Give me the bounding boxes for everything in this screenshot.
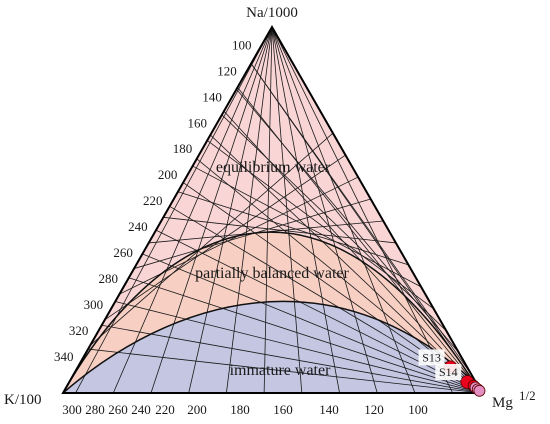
left-tick-label: 140 bbox=[202, 89, 222, 104]
left-tick-label: 120 bbox=[217, 63, 237, 78]
bottom-tick-label: 300 bbox=[62, 402, 82, 417]
k-mg-ratio-line bbox=[75, 27, 273, 393]
vertex-label-mg: Mg bbox=[492, 395, 513, 411]
isotherm-line bbox=[104, 154, 346, 321]
bottom-tick-label: 220 bbox=[155, 402, 175, 417]
left-edge-ticks: 100 120 140 160 180 200 220 240 260 280 300 320 340 bbox=[54, 37, 252, 364]
k-mg-ratio-line bbox=[263, 27, 273, 393]
isotherm-line bbox=[89, 132, 334, 346]
left-tick-label: 240 bbox=[128, 219, 148, 234]
bottom-tick-label: 140 bbox=[319, 402, 339, 417]
isotherm-line bbox=[163, 216, 396, 244]
left-tick-label: 340 bbox=[54, 349, 74, 364]
k-mg-ratio-line bbox=[112, 27, 273, 393]
isotherm-line bbox=[177, 191, 409, 266]
bottom-tick-label: 240 bbox=[131, 402, 151, 417]
bottom-tick-label: 100 bbox=[408, 402, 428, 417]
full-equilibrium-curve bbox=[62, 231, 474, 394]
sample-label-bg bbox=[418, 349, 445, 366]
left-tick-label: 320 bbox=[69, 323, 89, 338]
isotherm-line bbox=[192, 165, 422, 288]
na-k-ratio-line bbox=[128, 277, 482, 393]
vertex-label-na: Na/1000 bbox=[246, 5, 298, 21]
na-k-ratio-line bbox=[88, 348, 482, 393]
vertex-label-k: K/100 bbox=[4, 392, 42, 408]
triangle-outline bbox=[61, 24, 484, 394]
k-mg-ratio-line bbox=[271, 27, 340, 393]
left-tick-label: 280 bbox=[98, 271, 118, 286]
k-mg-ratio-line bbox=[226, 27, 273, 393]
ratio-grid bbox=[75, 27, 482, 393]
partial-equilibrium-curve bbox=[62, 300, 474, 394]
k-mg-ratio-line bbox=[150, 27, 273, 393]
sample-label-bg bbox=[435, 364, 462, 381]
na-k-ratio-line bbox=[142, 253, 482, 393]
zone-label-equilibrium: equilibrium water bbox=[216, 159, 331, 176]
zone-label-immature: immature water bbox=[230, 362, 332, 379]
k-mg-ratio-line bbox=[271, 27, 416, 393]
left-tick-label: 260 bbox=[113, 245, 133, 260]
sample-label-s13: S13 bbox=[422, 350, 441, 364]
sample-point-s18 bbox=[473, 384, 486, 397]
immature-zone-fill bbox=[63, 301, 482, 393]
bottom-tick-label: 200 bbox=[187, 402, 207, 417]
left-tick-label: 180 bbox=[173, 141, 193, 156]
k-mg-ratio-line bbox=[271, 27, 303, 393]
bottom-tick-label: 160 bbox=[273, 402, 293, 417]
na-k-ratio-line bbox=[155, 229, 482, 393]
isotherm-line bbox=[221, 114, 447, 332]
sample-label-s14: S14 bbox=[439, 365, 458, 379]
left-tick-label: 100 bbox=[232, 37, 252, 52]
k-mg-ratio-line bbox=[271, 27, 378, 393]
k-mg-ratio-line bbox=[271, 27, 454, 393]
left-tick-label: 220 bbox=[143, 193, 163, 208]
left-tick-label: 300 bbox=[84, 297, 104, 312]
isotherm-line bbox=[236, 88, 460, 353]
left-tick-label: 200 bbox=[158, 167, 178, 182]
bottom-tick-label: 280 bbox=[85, 402, 105, 417]
zone-label-partially-balanced: partially balanced water bbox=[195, 265, 349, 282]
left-tick-label: 160 bbox=[188, 115, 208, 130]
bottom-tick-label: 180 bbox=[230, 402, 250, 417]
bottom-tick-label: 260 bbox=[108, 402, 128, 417]
bottom-tick-label: 120 bbox=[364, 402, 384, 417]
vertex-label-mg-superscript: 1/2 bbox=[519, 388, 536, 403]
na-k-ratio-line bbox=[101, 324, 482, 393]
isotherm-line bbox=[250, 63, 472, 375]
bottom-edge-ticks: 300 280 260 240 220 200 180 160 140 120 100 bbox=[62, 402, 428, 417]
k-mg-ratio-line bbox=[188, 27, 273, 393]
isotherm-line bbox=[206, 140, 434, 310]
